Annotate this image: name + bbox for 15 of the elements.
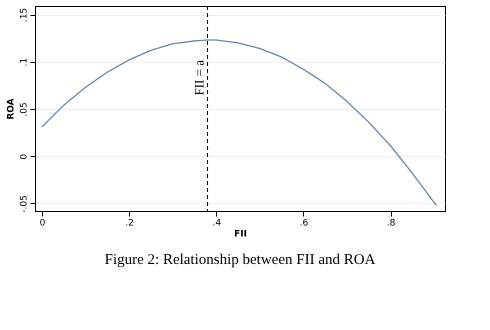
line-series [41, 39, 437, 206]
y-tick-label: -.05 [20, 195, 30, 213]
y-tick-label: .15 [20, 8, 30, 22]
y-tick-label: 0 [20, 154, 30, 160]
caption: Figure 2: Relationship between FII and ROA [104, 252, 376, 268]
y-axis-title: ROA [6, 98, 16, 120]
y-tick-label: .05 [20, 102, 30, 117]
x-tick-label: .4 [212, 218, 222, 228]
x-axis-title: FII [234, 230, 247, 240]
x-tick-label: 0 [40, 218, 46, 228]
y-tick-label: .1 [20, 58, 30, 67]
x-tick-label: .6 [300, 218, 308, 228]
x-tick-label: .8 [386, 218, 396, 228]
ref-line-label: FII = a [192, 60, 207, 96]
x-tick-label: .2 [125, 218, 134, 228]
